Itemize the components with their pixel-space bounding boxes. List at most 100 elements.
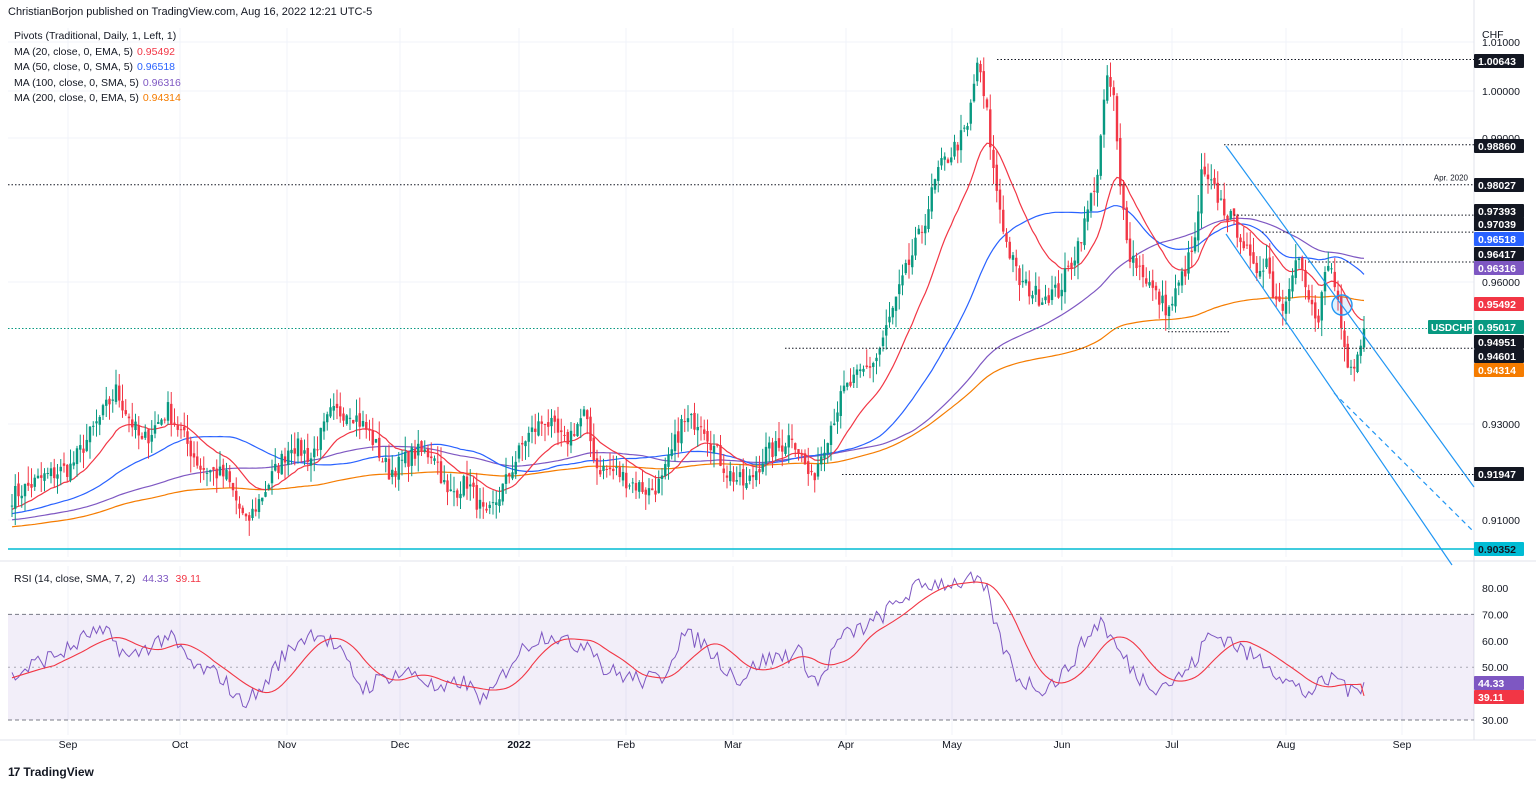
price-label[interactable]: 0.94601	[1474, 349, 1524, 363]
indicator-label: MA (50, close, 0, SMA, 5)	[14, 61, 134, 73]
price-label[interactable]: 0.96316	[1474, 261, 1524, 275]
candle-body	[1122, 184, 1125, 210]
candle-body	[1210, 179, 1213, 181]
indicator-legend-row[interactable]: MA (200, close, 0, EMA, 5) 0.94314	[14, 91, 181, 107]
candle-body	[1099, 135, 1102, 176]
candle-body	[456, 490, 459, 498]
candle-body	[147, 429, 150, 444]
rsi-tick-label: 50.00	[1482, 662, 1508, 674]
breakout-circle	[1331, 294, 1353, 316]
price-label[interactable]: 0.95017 USDCHF	[1428, 320, 1524, 334]
time-tick-label: Apr	[838, 739, 855, 751]
rsi-tick-label: 70.00	[1482, 609, 1508, 621]
candle-body	[300, 440, 303, 456]
candle-body	[527, 432, 530, 442]
symbol-tag-bg	[1428, 320, 1472, 334]
candle-body	[940, 158, 943, 166]
candle-body	[517, 445, 521, 459]
candle-body	[374, 439, 378, 443]
indicator-legend-row[interactable]: MA (20, close, 0, EMA, 5) 0.95492	[14, 45, 181, 61]
tradingview-brand[interactable]: 17 TradingView	[8, 765, 94, 779]
candle-body	[1200, 169, 1203, 214]
price-label[interactable]: 0.95492	[1474, 297, 1524, 311]
ema200-line	[11, 295, 1365, 528]
candle-body	[807, 461, 810, 474]
price-label[interactable]: 0.94951	[1474, 335, 1524, 349]
price-label[interactable]: 0.94314	[1474, 363, 1524, 377]
candle-body	[816, 464, 820, 477]
price-label[interactable]: 0.96417	[1474, 247, 1524, 261]
candle-body	[1284, 301, 1288, 314]
rsi-ma-legend-value: 39.11	[175, 573, 202, 585]
candle-body	[345, 415, 348, 424]
candle-body	[937, 167, 940, 181]
indicator-legend-row[interactable]: MA (100, close, 0, SMA, 5) 0.96316	[14, 76, 181, 92]
candle-body	[186, 431, 189, 444]
candle-body	[1187, 252, 1190, 274]
time-tick-label: Oct	[172, 739, 188, 751]
candle-body	[654, 490, 657, 495]
candle-body	[225, 469, 228, 480]
candle-body	[176, 425, 179, 430]
candle-body	[1106, 75, 1109, 101]
candle-body	[1151, 280, 1154, 288]
candle-body	[797, 449, 800, 454]
candle-body	[872, 363, 875, 367]
candle-body	[222, 464, 225, 477]
price-label[interactable]: 0.97039	[1474, 217, 1524, 231]
price-label[interactable]: 0.98860	[1474, 139, 1524, 153]
candle-body	[508, 473, 511, 477]
candle-body	[163, 419, 166, 421]
candle-body	[920, 231, 924, 233]
candle-body	[118, 385, 121, 401]
time-tick-label: Sep	[59, 739, 78, 751]
candle-body	[855, 369, 859, 375]
candle-body	[491, 502, 495, 504]
candle-body	[755, 471, 758, 481]
time-tick-label: Jul	[1165, 739, 1178, 751]
candle-body	[842, 385, 846, 392]
indicator-legend-row[interactable]: MA (50, close, 0, SMA, 5) 0.96518	[14, 60, 181, 76]
price-label[interactable]: 0.98027	[1474, 178, 1524, 192]
candle-body	[446, 480, 449, 493]
candle-body	[92, 425, 95, 427]
candle-body	[137, 425, 140, 436]
candle-body	[1180, 271, 1184, 286]
time-tick-label: Nov	[278, 739, 297, 751]
candle-body	[322, 421, 326, 432]
candle-body	[732, 472, 735, 482]
candle-body	[1047, 295, 1050, 303]
candle-body	[956, 144, 959, 151]
candle-body	[381, 461, 384, 463]
candle-body	[586, 410, 589, 420]
candle-body	[862, 368, 865, 372]
price-label[interactable]: 1.00643	[1474, 54, 1524, 68]
candle-body	[72, 462, 75, 466]
candle-body	[1281, 303, 1284, 311]
price-label[interactable]: 0.96518	[1474, 232, 1524, 246]
candle-body	[469, 484, 472, 487]
candle-body	[88, 426, 92, 443]
candle-body	[560, 430, 563, 433]
candle-body	[524, 441, 527, 447]
price-label[interactable]: 0.97393	[1474, 204, 1524, 218]
candle-body	[599, 470, 602, 475]
candle-body	[189, 440, 192, 457]
candle-body	[1349, 366, 1353, 368]
indicator-legend-row[interactable]: Pivots (Traditional, Daily, 1, Left, 1)	[14, 29, 181, 45]
candle-body	[449, 489, 452, 491]
candle-body	[283, 456, 287, 463]
candle-body	[121, 400, 124, 411]
candle-body	[199, 465, 202, 470]
candle-body	[254, 509, 257, 512]
candle-body	[14, 486, 17, 509]
candle-body	[693, 412, 696, 430]
price-label[interactable]: 0.90352	[1474, 542, 1524, 556]
candle-body	[365, 422, 368, 430]
candle-body	[1275, 296, 1278, 300]
candle-body	[868, 366, 872, 368]
candle-body	[306, 448, 309, 463]
candle-body	[1158, 291, 1161, 305]
price-label[interactable]: 0.91947	[1474, 467, 1524, 481]
